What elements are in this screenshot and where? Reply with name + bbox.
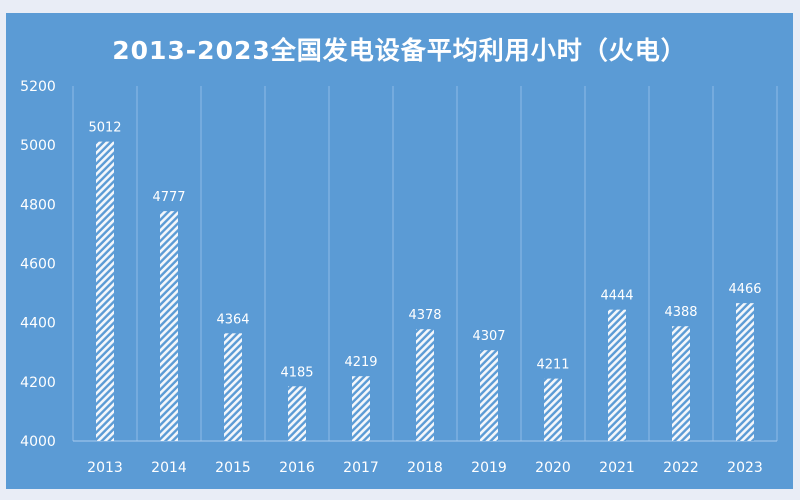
x-tick-label: 2014 [151, 460, 187, 476]
bar [352, 376, 370, 441]
x-tick-label: 2018 [407, 460, 443, 476]
data-label: 4444 [600, 289, 633, 304]
y-tick-label: 5000 [20, 138, 56, 154]
data-label: 4466 [728, 282, 761, 297]
data-label: 4378 [408, 308, 441, 323]
y-tick-label: 4600 [20, 257, 56, 273]
data-label: 4364 [216, 312, 249, 327]
bar [480, 350, 498, 441]
x-tick-label: 2023 [727, 460, 763, 476]
data-label: 4219 [344, 355, 377, 370]
data-label: 4307 [472, 329, 505, 344]
y-tick-label: 4200 [20, 375, 56, 391]
x-tick-label: 2021 [599, 460, 635, 476]
bar [96, 141, 114, 441]
y-tick-label: 4000 [20, 434, 56, 450]
bar [416, 329, 434, 441]
x-tick-label: 2013 [87, 460, 123, 476]
bar [160, 211, 178, 441]
bar [224, 333, 242, 441]
x-tick-label: 2016 [279, 460, 315, 476]
bar [288, 386, 306, 441]
x-tick-label: 2017 [343, 460, 379, 476]
bar [608, 309, 626, 441]
y-tick-label: 5200 [20, 79, 56, 95]
bar [736, 303, 754, 441]
x-tick-label: 2022 [663, 460, 699, 476]
x-tick-label: 2019 [471, 460, 507, 476]
bar [544, 378, 562, 441]
y-tick-label: 4800 [20, 197, 56, 213]
data-label: 5012 [88, 121, 121, 136]
x-tick-label: 2015 [215, 460, 251, 476]
chart-title: 2013-2023全国发电设备平均利用小时（火电） [112, 36, 687, 65]
data-label: 4388 [664, 305, 697, 320]
y-tick-label: 4400 [20, 316, 56, 332]
data-label: 4185 [280, 365, 313, 380]
x-tick-label: 2020 [535, 460, 571, 476]
data-label: 4777 [152, 190, 185, 205]
data-label: 4211 [536, 358, 569, 373]
bar [672, 326, 690, 441]
